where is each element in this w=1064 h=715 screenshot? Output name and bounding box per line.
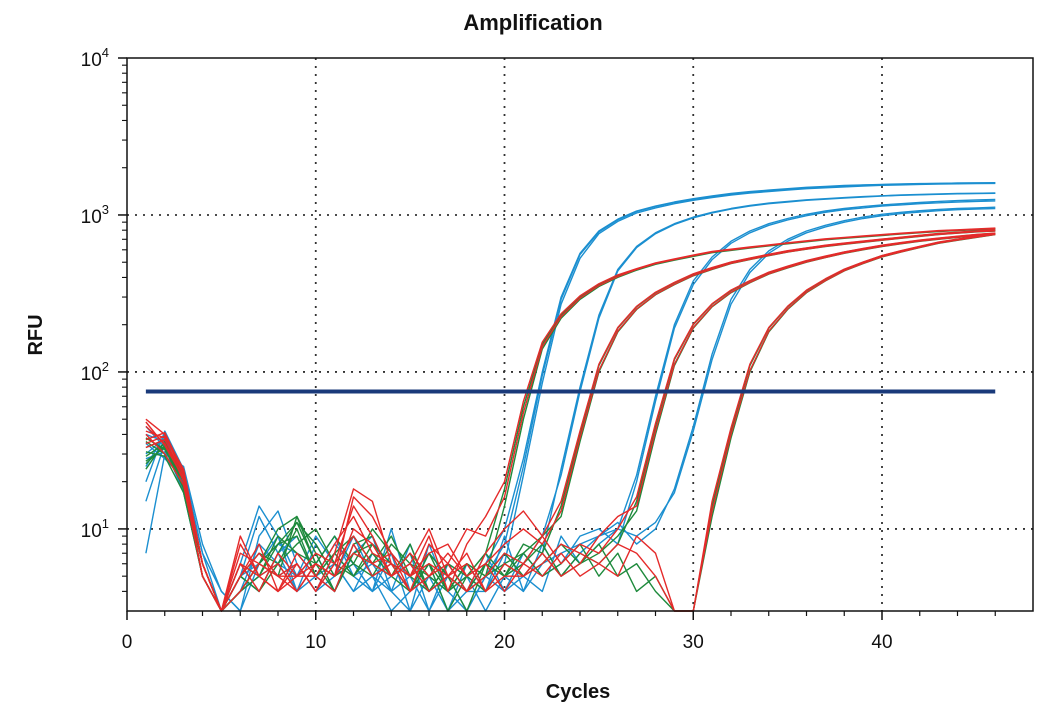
y-axis-ticks: 101 102 103 104 [81,45,127,592]
plot-frame [126,57,1034,612]
x-axis-label: Cycles [546,681,611,703]
series-layer [145,182,996,612]
x-tick-label: 0 [122,632,133,653]
y-tick-label: 104 [81,45,109,71]
series-line-red-21 [145,230,996,612]
x-tick-label: 40 [871,632,892,653]
y-tick-label: 102 [81,359,109,385]
y-tick-label: 103 [81,202,109,228]
x-axis-ticks: 0 10 20 30 40 [122,611,996,653]
series-line-red-24 [145,232,996,612]
grid [127,58,1033,611]
x-tick-label: 30 [683,632,704,653]
series-line-red-22 [145,232,996,612]
y-tick-label: 101 [81,516,109,542]
series-line-blue-9 [145,207,996,612]
y-axis-label: RFU [25,314,47,355]
series-line-red-25 [145,233,996,612]
series-line-red-20 [145,229,996,612]
x-tick-label: 10 [305,632,326,653]
chart-title: Amplification [463,10,602,35]
series-line-red-23 [145,233,996,612]
x-tick-label: 20 [494,632,515,653]
